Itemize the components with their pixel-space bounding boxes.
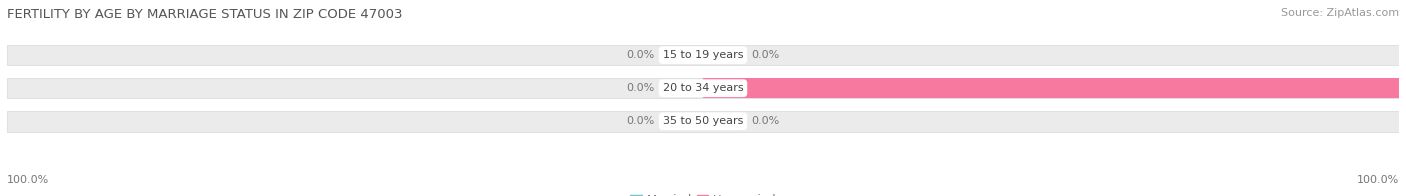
- Text: 0.0%: 0.0%: [626, 83, 654, 93]
- Text: Source: ZipAtlas.com: Source: ZipAtlas.com: [1281, 8, 1399, 18]
- Text: 35 to 50 years: 35 to 50 years: [662, 116, 744, 126]
- Text: 0.0%: 0.0%: [752, 116, 780, 126]
- Text: 100.0%: 100.0%: [1357, 175, 1399, 185]
- Bar: [703, 78, 1399, 98]
- Text: 15 to 19 years: 15 to 19 years: [662, 50, 744, 60]
- Bar: [7, 111, 1399, 132]
- Text: FERTILITY BY AGE BY MARRIAGE STATUS IN ZIP CODE 47003: FERTILITY BY AGE BY MARRIAGE STATUS IN Z…: [7, 8, 402, 21]
- Legend: Married, Unmarried: Married, Unmarried: [626, 189, 780, 196]
- Text: 20 to 34 years: 20 to 34 years: [662, 83, 744, 93]
- Bar: [7, 78, 1399, 98]
- Text: 0.0%: 0.0%: [626, 116, 654, 126]
- Text: 100.0%: 100.0%: [7, 175, 49, 185]
- Bar: [7, 45, 1399, 65]
- Text: 0.0%: 0.0%: [626, 50, 654, 60]
- Text: 0.0%: 0.0%: [752, 50, 780, 60]
